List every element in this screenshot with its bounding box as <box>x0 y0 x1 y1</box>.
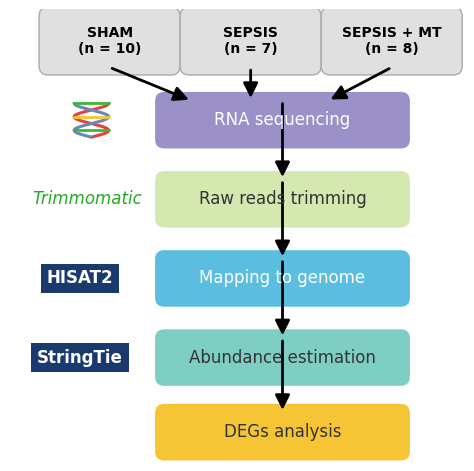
Text: StringTie: StringTie <box>37 349 123 366</box>
Text: Trimmomatic: Trimmomatic <box>32 190 142 208</box>
Text: Mapping to genome: Mapping to genome <box>200 269 365 287</box>
Text: SEPSIS
(n = 7): SEPSIS (n = 7) <box>223 26 278 56</box>
FancyBboxPatch shape <box>155 404 410 461</box>
FancyBboxPatch shape <box>155 329 410 386</box>
FancyBboxPatch shape <box>155 92 410 148</box>
FancyBboxPatch shape <box>155 171 410 227</box>
Text: Abundance estimation: Abundance estimation <box>189 349 376 366</box>
FancyBboxPatch shape <box>39 7 180 75</box>
FancyBboxPatch shape <box>155 250 410 307</box>
Text: SEPSIS + MT
(n = 8): SEPSIS + MT (n = 8) <box>342 26 441 56</box>
Text: Raw reads trimming: Raw reads trimming <box>199 190 366 208</box>
Text: RNA sequencing: RNA sequencing <box>214 111 351 129</box>
FancyBboxPatch shape <box>180 7 321 75</box>
Text: DEGs analysis: DEGs analysis <box>224 423 341 441</box>
Text: HISAT2: HISAT2 <box>47 269 113 287</box>
FancyBboxPatch shape <box>321 7 462 75</box>
Text: SHAM
(n = 10): SHAM (n = 10) <box>78 26 141 56</box>
